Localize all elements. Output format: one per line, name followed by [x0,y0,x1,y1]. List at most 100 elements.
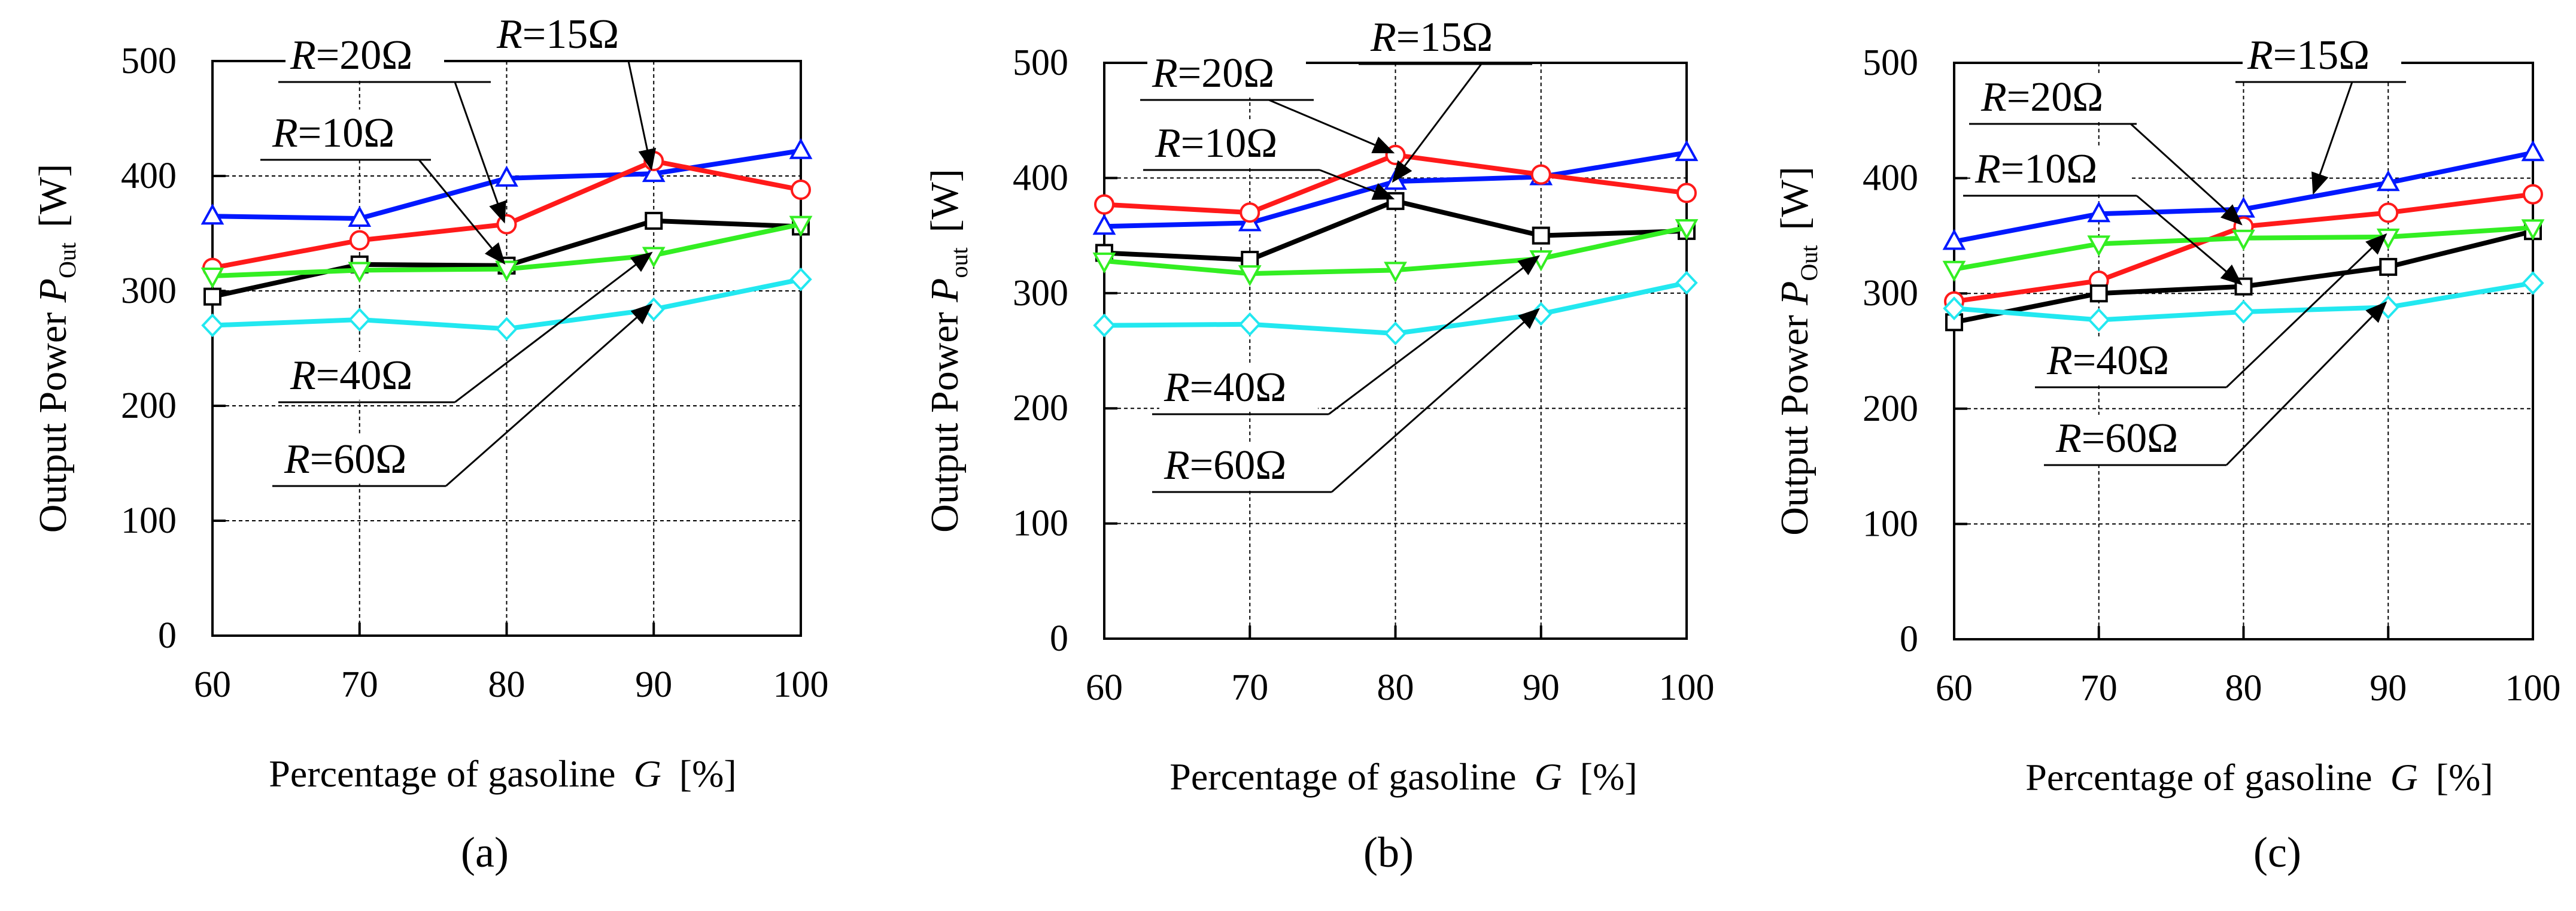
y-tick-label: 300 [121,271,177,311]
annotation-backdrop [2243,32,2401,80]
annotation-var: R [496,11,523,57]
y-tick-label: 200 [121,385,177,426]
annotation-value: =10Ω [2001,146,2098,192]
x-axis-label-text: Percentage of gasoline [269,752,615,795]
data-point [2088,308,2110,332]
data-point [645,211,663,230]
annotation-var: R [1370,14,1396,60]
y-tick-label: 500 [1863,42,1918,83]
y-tick-label: 100 [1013,503,1068,544]
series-R=15Ω [1094,144,1697,223]
x-tick-label: 90 [1523,667,1560,708]
data-point [1532,226,1550,245]
data-point [2087,235,2111,257]
data-point [2523,184,2543,205]
annotation-backdrop [285,32,444,80]
y-axis-label-text: Output Power [31,302,75,533]
annotation-var: R [2247,32,2273,78]
data-point [495,165,518,187]
chart-panel-1: 60 70 80 90 100 0 100 200 300 400 500 Percentage of… [31,11,829,876]
annotation-var: R [1980,74,2007,120]
gridlines [1954,63,2533,639]
y-axis-label: Output Power Pout [W] [923,169,973,533]
annotation-text: R=60Ω [2055,415,2178,461]
annotation-text: R=15Ω [1370,14,1493,60]
annotation-arrow [1392,63,1483,183]
data-point [1530,164,1551,185]
annotation-backdrop [1366,14,1524,62]
data-point [789,267,812,291]
data-point [2376,170,2400,192]
annotation-label: R=40Ω [278,251,653,403]
x-axis-label-text: Percentage of gasoline [2025,756,2372,798]
annotation-value: =15Ω [2273,32,2370,78]
annotation-backdrop [2042,337,2201,385]
data-point [1238,265,1262,287]
x-tick-label: 100 [2505,668,2561,709]
y-axis-label-subscript: Out [1796,245,1822,281]
data-point [791,180,811,201]
x-axis-label-symbol: G [634,752,661,795]
series-R=10Ω [1945,222,2542,332]
annotation-arrow [1328,255,1541,415]
x-axis-label-unit: [%] [1580,755,1638,798]
panel-caption: (a) [461,828,509,876]
annotation-text: R=40Ω [2046,338,2169,384]
data-point [1942,260,1966,282]
annotation-arrow [2225,233,2387,388]
y-tick-label: 400 [1863,158,1918,199]
annotation-var: R [1164,365,1190,411]
annotation-value: =40Ω [316,353,413,399]
data-point [348,262,372,283]
annotation-label: R=10Ω [1963,145,2243,286]
y-axis-label-symbol: P [31,278,75,303]
annotation-label: R=10Ω [260,110,506,265]
series-R=60Ω [201,267,812,341]
data-point [2089,284,2108,303]
x-tick-label: 60 [194,664,231,705]
x-tick-label: 90 [635,664,672,705]
data-point [1385,144,1406,165]
annotation-label: R=60Ω [272,303,653,487]
data-point [1384,262,1407,283]
series-R=40Ω [1092,219,1699,287]
panel-caption: (b) [1363,828,1414,876]
annotation-label: R=15Ω [2235,32,2406,195]
x-tick-label: 100 [1659,667,1715,708]
annotation-label: R=10Ω [1143,120,1395,200]
data-point [2378,202,2399,223]
y-axis-label-symbol: P [923,278,967,303]
annotation-var: R [1164,442,1190,488]
annotation-backdrop [1159,364,1318,412]
data-point [201,313,224,338]
data-point [1094,194,1114,215]
y-axis-label-text: Output Power [923,302,967,533]
annotation-var: R [284,436,310,482]
x-tick-label: 80 [488,664,525,705]
annotation-var: R [2055,415,2082,461]
annotation-arrow [1268,99,1395,154]
x-axis-label-text: Percentage of gasoline [1169,755,1516,798]
annotation-value: =10Ω [298,110,395,156]
annotation-text: R=60Ω [1164,442,1286,488]
annotation-arrow [2130,123,2243,226]
annotation-arrow [1331,308,1540,493]
y-tick-label: 200 [1863,388,1918,429]
annotation-label: R=40Ω [1152,255,1541,415]
y-axis-label-text: Output Power [1773,305,1816,536]
annotation-value: =60Ω [1190,442,1287,488]
series-R=40Ω [1942,219,2545,282]
annotation-text: R=20Ω [290,32,412,78]
data-point [495,317,518,341]
annotation-arrow [1319,169,1395,200]
data-point [1240,202,1260,223]
annotation-arrow [2136,195,2243,286]
x-tick-label: 80 [2225,668,2262,709]
data-point [2232,229,2255,251]
data-point [1943,296,1966,321]
annotation-value: =20Ω [1178,50,1275,96]
annotation-var: R [1974,146,2001,192]
annotation-backdrop [1970,145,2129,193]
data-point [349,230,370,251]
